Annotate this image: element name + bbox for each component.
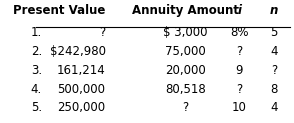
Text: ?: ? bbox=[236, 83, 242, 96]
Text: ?: ? bbox=[236, 45, 242, 58]
Text: 4.: 4. bbox=[31, 83, 42, 96]
Text: 5.: 5. bbox=[31, 101, 42, 115]
Text: $242,980: $242,980 bbox=[50, 45, 106, 58]
Text: Annuity Amount: Annuity Amount bbox=[132, 4, 239, 17]
Text: 500,000: 500,000 bbox=[58, 83, 106, 96]
Text: ?: ? bbox=[271, 64, 277, 77]
Text: ?: ? bbox=[99, 26, 106, 39]
Text: 8%: 8% bbox=[230, 26, 248, 39]
Text: 250,000: 250,000 bbox=[57, 101, 106, 115]
Text: 161,214: 161,214 bbox=[57, 64, 106, 77]
Text: 8: 8 bbox=[270, 83, 278, 96]
Text: 5: 5 bbox=[270, 26, 278, 39]
Text: 20,000: 20,000 bbox=[165, 64, 206, 77]
Text: 4: 4 bbox=[270, 45, 278, 58]
Text: i: i bbox=[237, 4, 241, 17]
Text: 2.: 2. bbox=[31, 45, 42, 58]
Text: 9: 9 bbox=[235, 64, 243, 77]
Text: $ 3,000: $ 3,000 bbox=[163, 26, 208, 39]
Text: 1.: 1. bbox=[31, 26, 42, 39]
Text: 10: 10 bbox=[232, 101, 247, 115]
Text: 80,518: 80,518 bbox=[165, 83, 206, 96]
Text: ?: ? bbox=[183, 101, 189, 115]
Text: Present Value: Present Value bbox=[13, 4, 106, 17]
Text: 4: 4 bbox=[270, 101, 278, 115]
Text: 3.: 3. bbox=[31, 64, 42, 77]
Text: 75,000: 75,000 bbox=[165, 45, 206, 58]
Text: n: n bbox=[270, 4, 278, 17]
